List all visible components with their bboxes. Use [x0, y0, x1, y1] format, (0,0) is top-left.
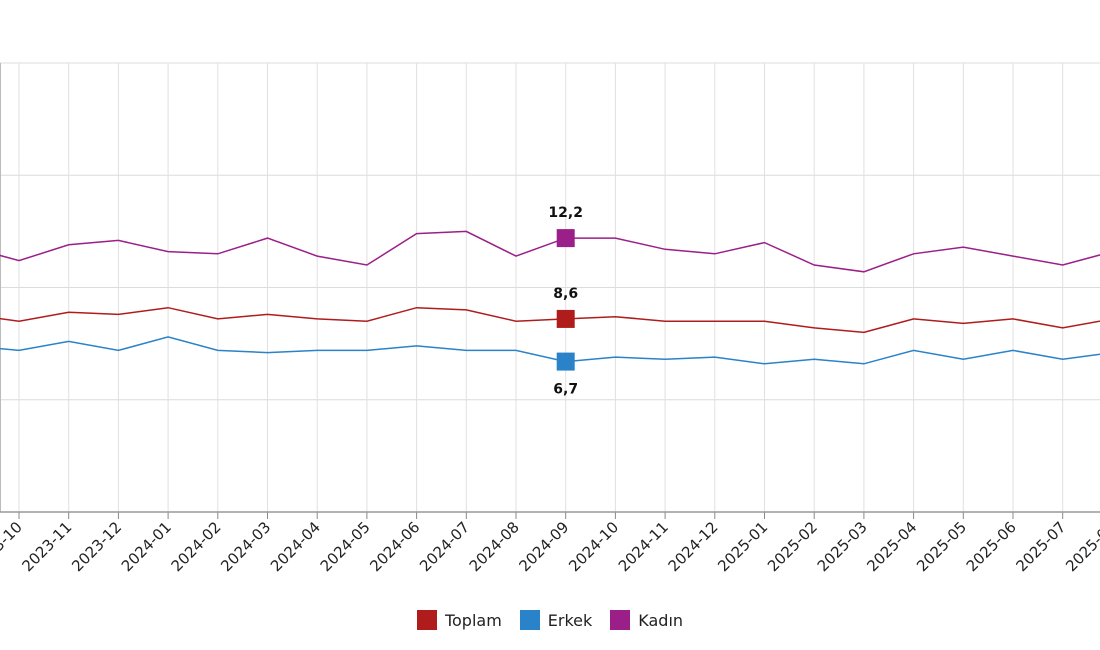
x-tick-label: 2025-04 [863, 518, 920, 575]
x-tick-label: 2025-05 [913, 518, 970, 575]
series-line-toplam [0, 306, 1100, 334]
legend-label-toplam: Toplam [444, 610, 502, 630]
data-label-erkek: 6,7 [553, 382, 578, 398]
x-tick-label: 2024-02 [168, 518, 225, 575]
data-label-toplam: 8,6 [553, 286, 578, 302]
legend: Toplam Erkek Kadın [0, 610, 1100, 630]
data-label-kadın: 12,2 [548, 205, 583, 221]
x-tick-label: 2025-07 [1012, 518, 1069, 575]
legend-swatch-kadin [610, 610, 631, 630]
legend-item-erkek[interactable]: Erkek [519, 610, 593, 630]
x-tick-label: 2025-08 [1062, 518, 1100, 575]
x-tick-label: 2024-06 [366, 518, 423, 575]
marker-kadın [556, 229, 575, 248]
x-tick-label: 2024-12 [665, 518, 722, 575]
x-tick-label: 2024-09 [515, 518, 572, 575]
series-line-kadın [0, 230, 1100, 273]
x-tick-label: 2024-07 [416, 518, 473, 575]
x-tick-label: 2024-04 [267, 518, 324, 575]
x-tick-label: 2024-05 [317, 518, 374, 575]
legend-item-toplam[interactable]: Toplam [416, 610, 502, 630]
x-tick-label: 2025-01 [714, 518, 771, 575]
x-tick-label: 2024-10 [565, 518, 622, 575]
marker-erkek [556, 352, 575, 371]
x-tick-label: 2024-08 [466, 518, 523, 575]
marker-toplam [556, 309, 575, 328]
legend-label-erkek: Erkek [547, 610, 593, 630]
x-tick-label: 2024-11 [615, 518, 672, 575]
x-tick-label: 2023-12 [68, 518, 125, 575]
x-tick-label: 2025-06 [963, 518, 1020, 575]
legend-swatch-toplam [416, 610, 437, 630]
x-tick-label: 2025-03 [814, 518, 871, 575]
x-tick-label: 2023-11 [18, 518, 75, 575]
legend-item-kadin[interactable]: Kadın [610, 610, 683, 630]
legend-label-kadin: Kadın [638, 610, 684, 630]
legend-swatch-erkek [519, 610, 540, 630]
series-line-erkek [0, 336, 1100, 365]
x-tick-label: 2024-03 [217, 518, 274, 575]
x-tick-label: 2025-02 [764, 518, 821, 575]
x-tick-label: 2024-01 [118, 518, 175, 575]
